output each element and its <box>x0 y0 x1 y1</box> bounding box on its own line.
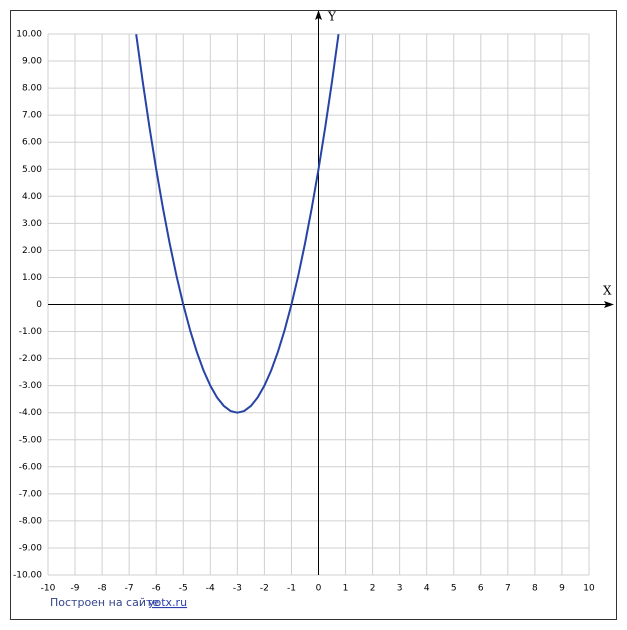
y-tick-label: 2.00 <box>22 246 42 256</box>
y-tick-label: 5.00 <box>22 165 42 175</box>
y-tick-label: -6.00 <box>19 462 43 472</box>
y-tick-label: -2.00 <box>19 354 43 364</box>
footer-text: Построен на сайте <box>50 596 159 609</box>
x-axis-arrow <box>604 301 614 308</box>
x-tick-label: -3 <box>233 584 242 594</box>
x-tick-label: 8 <box>532 584 538 594</box>
x-axis-label: X <box>603 284 612 298</box>
y-tick-label: -8.00 <box>19 516 43 526</box>
x-tick-label: 7 <box>505 584 511 594</box>
y-tick-label: -4.00 <box>19 408 43 418</box>
frame <box>10 10 617 620</box>
axes <box>48 10 614 575</box>
y-tick-label: 6.00 <box>22 138 42 148</box>
y-axis-label: Y <box>327 10 337 24</box>
x-tick-label: -7 <box>125 584 134 594</box>
y-tick-label: -5.00 <box>19 435 43 445</box>
y-tick-label: -9.00 <box>19 543 43 553</box>
x-tick-label: -9 <box>71 584 80 594</box>
x-tick-label: -10 <box>41 584 56 594</box>
x-tick-label: 3 <box>397 584 403 594</box>
y-tick-label: -10.00 <box>13 571 42 581</box>
y-tick-label: 3.00 <box>22 219 42 229</box>
x-tick-label: -1 <box>287 584 296 594</box>
y-axis-arrow <box>315 10 322 20</box>
x-tick-label: 10 <box>583 584 595 594</box>
x-tick-label: 1 <box>343 584 349 594</box>
x-tick-label: -2 <box>260 584 269 594</box>
y-tick-label: 0 <box>36 300 42 310</box>
y-tick-label: 8.00 <box>22 84 42 94</box>
x-tick-label: 6 <box>478 584 484 594</box>
footer-link[interactable]: yotx.ru <box>148 596 187 609</box>
y-tick-label: 4.00 <box>22 192 42 202</box>
x-tick-label: 0 <box>316 584 322 594</box>
y-tick-label: 10.00 <box>16 30 42 40</box>
y-tick-label: -7.00 <box>19 489 43 499</box>
y-tick-label: 1.00 <box>22 273 42 283</box>
x-tick-label: 9 <box>559 584 565 594</box>
x-tick-label: 4 <box>424 584 430 594</box>
x-tick-label: 2 <box>370 584 376 594</box>
x-tick-label: -6 <box>152 584 161 594</box>
y-tick-label: -1.00 <box>19 327 43 337</box>
x-tick-label: -4 <box>206 584 215 594</box>
x-tick-label: -8 <box>98 584 107 594</box>
y-tick-label: -3.00 <box>19 381 43 391</box>
x-tick-label: 5 <box>451 584 457 594</box>
curve <box>135 34 340 414</box>
y-tick-label: 9.00 <box>22 57 42 67</box>
y-tick-label: 7.00 <box>22 111 42 121</box>
x-tick-label: -5 <box>179 584 188 594</box>
